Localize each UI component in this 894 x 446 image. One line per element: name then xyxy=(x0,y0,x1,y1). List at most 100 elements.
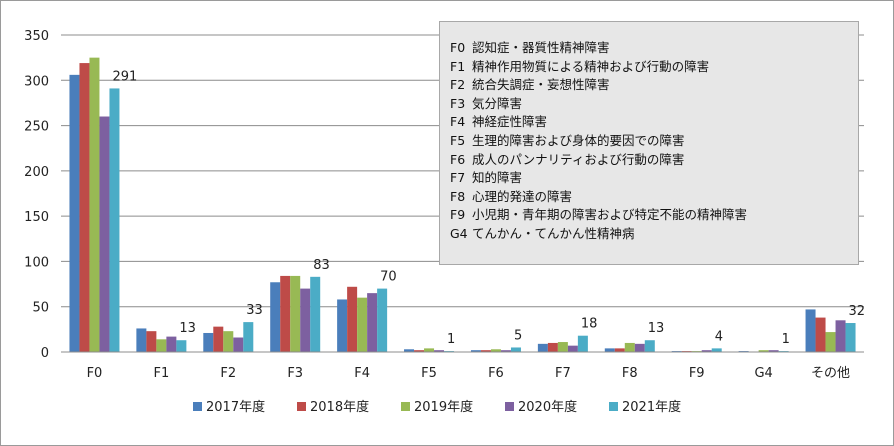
code-row: F0 認知症・器質性精神障害 xyxy=(450,39,858,58)
data-label: 1 xyxy=(782,332,790,347)
y-tick-label: 150 xyxy=(24,210,49,225)
x-tick-label: F2 xyxy=(220,366,236,381)
bar xyxy=(480,350,491,352)
y-tick-label: 300 xyxy=(24,74,49,89)
code-label: F2 xyxy=(450,77,466,93)
code-label: G4 xyxy=(450,225,468,241)
x-tick-label: その他 xyxy=(811,366,850,381)
bar xyxy=(577,335,588,352)
bar xyxy=(490,349,501,352)
bar xyxy=(510,347,521,352)
code-description: 精神作用物質による精神および行動の障害 xyxy=(472,58,710,74)
x-tick-label: F5 xyxy=(421,366,437,381)
bar xyxy=(404,349,415,352)
bar xyxy=(470,350,481,352)
data-label: 4 xyxy=(715,329,723,344)
bar xyxy=(701,350,712,352)
code-description: 知的障害 xyxy=(472,170,523,186)
bar xyxy=(547,342,558,352)
x-tick-label: G4 xyxy=(754,366,772,381)
bar xyxy=(500,350,511,352)
y-tick-label: 350 xyxy=(24,29,49,44)
bar xyxy=(644,340,655,352)
x-tick-label: F1 xyxy=(154,366,170,381)
bar xyxy=(557,342,568,352)
x-tick-label: F0 xyxy=(87,366,103,381)
bar xyxy=(280,275,291,352)
bar xyxy=(815,317,826,352)
legend-swatch xyxy=(505,402,514,411)
data-label: 5 xyxy=(514,328,522,343)
bar xyxy=(223,331,234,352)
bar xyxy=(99,116,110,352)
data-label: 13 xyxy=(648,321,665,336)
bar xyxy=(109,88,120,353)
code-label: F3 xyxy=(450,95,466,111)
x-tick-label: F9 xyxy=(689,366,705,381)
code-description: 成人のパンナリティおよび行動の障害 xyxy=(472,151,685,167)
bar xyxy=(89,57,100,353)
bar xyxy=(146,331,157,352)
code-row: F2 統合失調症・妄想性障害 xyxy=(450,76,858,95)
code-label: F8 xyxy=(450,188,466,204)
bar xyxy=(270,282,281,352)
bar xyxy=(213,326,224,352)
bar xyxy=(79,63,90,352)
data-label: 83 xyxy=(313,258,330,273)
code-description: 生理的障害および身体的要因での障害 xyxy=(472,132,685,148)
data-label: 70 xyxy=(380,270,397,285)
bar xyxy=(634,343,645,352)
bar xyxy=(310,276,321,352)
code-label: F1 xyxy=(450,58,466,74)
bar xyxy=(300,288,311,352)
code-row: F9 小児期・青年期の障害および特定不能の精神障害 xyxy=(450,206,858,225)
bar xyxy=(825,332,836,352)
legend-label: 2017年度 xyxy=(206,399,265,415)
code-row: F3 気分障害 xyxy=(450,95,858,114)
bar xyxy=(604,348,615,352)
bar xyxy=(367,293,378,352)
bar xyxy=(166,336,177,352)
data-label: 18 xyxy=(581,317,598,332)
code-description: 神経症性障害 xyxy=(472,114,548,130)
x-tick-label: F7 xyxy=(555,366,571,381)
bar xyxy=(156,339,167,352)
code-row: F4 神経症性障害 xyxy=(450,113,858,132)
y-tick-label: 100 xyxy=(24,255,49,270)
legend-label: 2020年度 xyxy=(518,399,577,415)
legend-label: 2019年度 xyxy=(414,399,473,415)
bar xyxy=(845,323,856,352)
code-label: F9 xyxy=(450,207,466,223)
data-label: 1 xyxy=(447,332,455,347)
bar xyxy=(357,297,368,352)
x-tick-label: F3 xyxy=(287,366,303,381)
code-label: F5 xyxy=(450,132,466,148)
code-row: F5 生理的障害および身体的要因での障害 xyxy=(450,132,858,151)
x-tick-label: F4 xyxy=(354,366,370,381)
bar xyxy=(537,343,548,352)
code-description: 心理的発達の障害 xyxy=(472,188,573,204)
code-description: 小児期・青年期の障害および特定不能の精神障害 xyxy=(472,207,748,223)
code-label: F7 xyxy=(450,170,466,186)
data-label: 33 xyxy=(246,303,263,318)
code-row: F7 知的障害 xyxy=(450,169,858,188)
data-label: 13 xyxy=(179,321,196,336)
data-label: 32 xyxy=(849,304,866,319)
code-description: 統合失調症・妄想性障害 xyxy=(472,77,610,93)
bar xyxy=(203,332,214,352)
bar xyxy=(805,309,816,352)
bar xyxy=(337,299,348,352)
bar xyxy=(835,320,846,352)
legend-swatch xyxy=(193,402,202,411)
bar xyxy=(176,340,187,352)
code-row: F1 精神作用物質による精神および行動の障害 xyxy=(450,58,858,77)
bar xyxy=(711,348,722,352)
code-label: F4 xyxy=(450,114,466,130)
x-tick-label: F8 xyxy=(622,366,638,381)
bar xyxy=(414,350,425,352)
bar xyxy=(233,337,244,352)
bar xyxy=(624,342,635,352)
bar xyxy=(290,275,301,352)
code-description: 認知症・器質性精神障害 xyxy=(472,40,610,55)
